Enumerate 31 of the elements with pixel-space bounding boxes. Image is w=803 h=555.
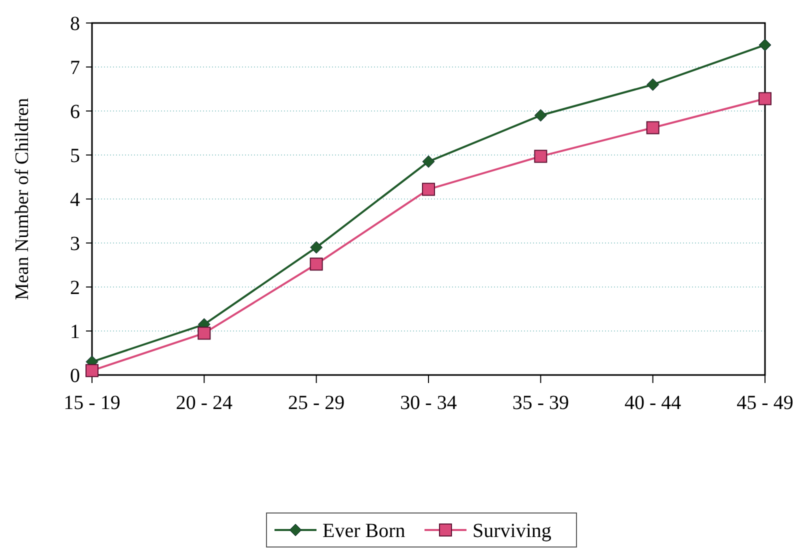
y-tick-label: 2 bbox=[70, 277, 80, 299]
y-tick-label: 6 bbox=[70, 101, 80, 123]
x-tick-label: 20 - 24 bbox=[176, 392, 233, 414]
x-tick-label: 45 - 49 bbox=[736, 392, 794, 414]
point bbox=[758, 38, 772, 52]
y-tick-label: 4 bbox=[70, 189, 80, 211]
point bbox=[646, 121, 660, 134]
y-tick-label: 3 bbox=[70, 233, 80, 255]
y-tick-label: 8 bbox=[70, 13, 80, 35]
y-tick-label: 1 bbox=[70, 321, 80, 343]
legend-label: Ever Born bbox=[322, 520, 406, 542]
point bbox=[198, 326, 211, 340]
y-tick-label: 7 bbox=[70, 57, 80, 79]
x-tick-label: 30 - 34 bbox=[400, 392, 457, 414]
x-tick-label: 15 - 19 bbox=[64, 392, 120, 414]
x-tick-label: 40 - 44 bbox=[624, 392, 682, 414]
x-tick-label: 25 - 29 bbox=[288, 392, 345, 414]
point bbox=[534, 150, 548, 163]
legend-label: Surviving bbox=[472, 520, 552, 542]
y-tick-label: 0 bbox=[70, 365, 80, 387]
point bbox=[86, 364, 98, 378]
point bbox=[422, 155, 435, 168]
point bbox=[758, 92, 772, 106]
x-tick-label: 35 - 39 bbox=[512, 392, 570, 414]
point bbox=[310, 241, 323, 254]
y-axis-title: Mean Number of Children bbox=[12, 97, 33, 300]
point bbox=[422, 182, 435, 196]
point bbox=[534, 109, 547, 122]
point bbox=[646, 78, 660, 91]
y-tick-label: 5 bbox=[70, 145, 80, 167]
point bbox=[310, 258, 323, 271]
